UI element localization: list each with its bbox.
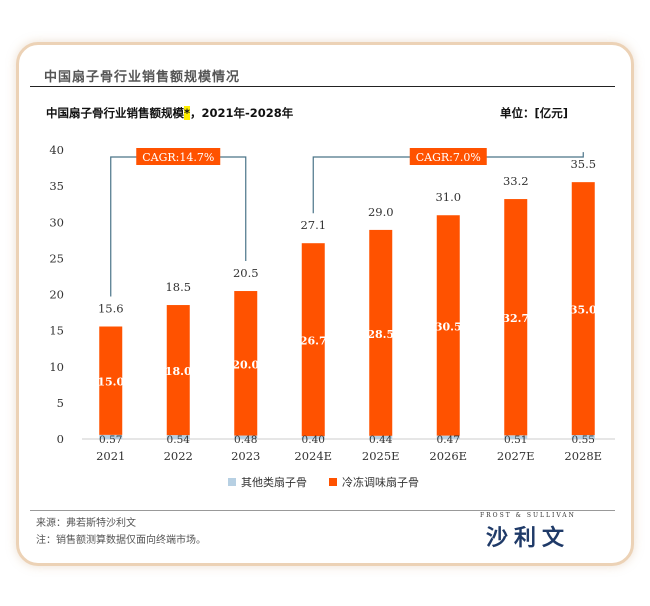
y-tick-label: 10 xyxy=(49,360,64,374)
bar-segment-frozen xyxy=(436,215,460,436)
data-label-total: 18.5 xyxy=(165,280,191,294)
legend-label-frozen: 冷冻调味扇子骨 xyxy=(342,476,419,489)
bar-segment-other xyxy=(234,435,258,439)
bar-segment-frozen xyxy=(369,229,393,436)
legend-item-other: 其他类扇子骨 xyxy=(228,474,307,490)
legend-label-other: 其他类扇子骨 xyxy=(241,476,307,489)
page-title: 中国扇子骨行业销售额规模情况 xyxy=(44,70,241,85)
bar-segment-frozen xyxy=(571,182,595,436)
y-tick-label: 20 xyxy=(49,288,64,302)
y-tick-label: 25 xyxy=(49,251,64,265)
chart-subtitle: 中国扇子骨行业销售额规模*，2021年-2028年 xyxy=(46,105,293,121)
legend-swatch-frozen xyxy=(329,478,337,486)
footnote: 注：销售额测算数据仅面向终端市场。 xyxy=(36,535,206,546)
chart-card xyxy=(16,42,634,566)
unit-label: 单位：[亿元] xyxy=(500,106,569,120)
data-label-total: 20.5 xyxy=(233,266,259,280)
data-label-total: 29.0 xyxy=(368,205,394,219)
data-label-other: 0.51 xyxy=(504,434,527,446)
footer-divider xyxy=(30,510,615,511)
data-label-other: 0.44 xyxy=(369,434,393,446)
data-label-other: 0.55 xyxy=(572,434,595,446)
data-label-other: 0.47 xyxy=(437,434,460,446)
cagr-label: CAGR:14.7% xyxy=(142,151,214,164)
data-label-frozen: 28.5 xyxy=(367,328,394,341)
data-label-total: 27.1 xyxy=(300,218,326,232)
chart-legend: 其他类扇子骨 冷冻调味扇子骨 xyxy=(228,474,419,490)
data-label-total: 15.6 xyxy=(98,302,124,316)
x-tick-label: 2026E xyxy=(429,449,467,463)
y-tick-label: 5 xyxy=(57,396,64,410)
x-tick-label: 2022 xyxy=(164,449,193,463)
data-label-frozen: 30.5 xyxy=(435,320,462,333)
data-label-other: 0.48 xyxy=(234,434,257,446)
bar-segment-frozen xyxy=(234,291,258,436)
bar-segment-other xyxy=(301,436,325,439)
data-label-total: 33.2 xyxy=(503,174,529,188)
bar-segment-other xyxy=(166,435,190,439)
data-label-frozen: 35.0 xyxy=(570,304,597,317)
x-tick-label: 2028E xyxy=(564,449,602,463)
title-divider xyxy=(30,86,615,87)
bar-segment-other xyxy=(504,435,528,439)
source-note: 来源：弗若斯特沙利文 xyxy=(36,518,136,529)
data-label-frozen: 26.7 xyxy=(300,335,327,348)
data-label-frozen: 20.0 xyxy=(232,358,259,371)
bar-segment-frozen xyxy=(301,243,325,437)
data-label-other: 0.57 xyxy=(99,434,122,446)
cagr-badge xyxy=(409,148,487,165)
legend-swatch-other xyxy=(228,478,236,486)
cagr-badge xyxy=(136,148,221,165)
data-label-other: 0.40 xyxy=(302,434,325,446)
data-label-frozen: 32.7 xyxy=(502,312,529,325)
y-tick-label: 30 xyxy=(49,215,64,229)
bar-segment-other xyxy=(436,435,460,439)
data-label-frozen: 18.0 xyxy=(165,365,192,378)
brand-wordmark: FROST & SULLIVAN xyxy=(480,512,576,519)
bar-segment-frozen xyxy=(99,326,123,435)
y-tick-label: 0 xyxy=(57,432,64,446)
cagr-bracket xyxy=(110,156,247,297)
x-tick-label: 2027E xyxy=(497,449,535,463)
chart-subtitle-text: 中国扇子骨行业销售额规模 xyxy=(46,106,184,120)
data-label-frozen: 15.0 xyxy=(97,376,124,389)
brand-logo: 沙利文 xyxy=(486,526,571,551)
legend-item-frozen: 冷冻调味扇子骨 xyxy=(329,474,419,490)
data-label-other: 0.54 xyxy=(167,434,191,446)
x-tick-label: 2023 xyxy=(231,449,260,463)
x-tick-label: 2025E xyxy=(362,449,400,463)
bar-segment-frozen xyxy=(166,305,190,436)
data-label-total: 35.5 xyxy=(570,157,596,171)
x-tick-label: 2024E xyxy=(294,449,332,463)
data-label-total: 31.0 xyxy=(435,190,461,204)
chart-subtitle-range: ，2021年-2028年 xyxy=(190,106,294,120)
bar-segment-other xyxy=(571,435,595,439)
footnote-star: * xyxy=(184,106,191,120)
x-tick-label: 2021 xyxy=(96,449,125,463)
bar-segment-other xyxy=(369,435,393,439)
cagr-label: CAGR:7.0% xyxy=(416,151,481,164)
y-tick-label: 15 xyxy=(49,324,64,338)
bar-segment-other xyxy=(99,434,123,439)
bar-segment-frozen xyxy=(504,199,528,436)
y-tick-label: 40 xyxy=(49,143,64,157)
y-tick-label: 35 xyxy=(49,179,64,193)
